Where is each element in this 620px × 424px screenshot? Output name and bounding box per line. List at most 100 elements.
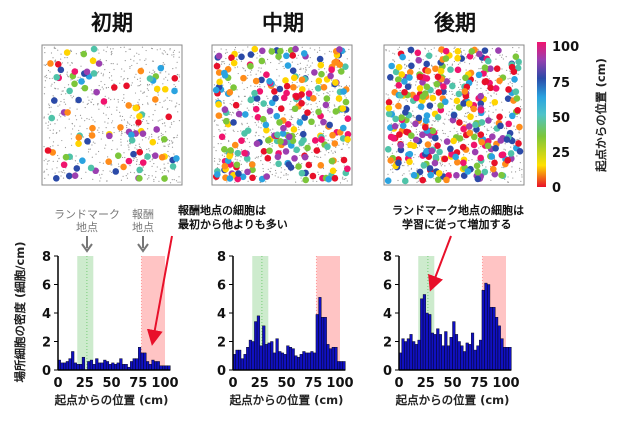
cell-dot xyxy=(97,104,99,106)
cell-dot xyxy=(107,117,109,120)
cell-dot xyxy=(301,180,303,182)
place-cell xyxy=(228,54,235,62)
cell-dot xyxy=(133,124,135,126)
cell-dot xyxy=(518,47,520,49)
cell-dot xyxy=(229,113,231,115)
cell-dot xyxy=(246,138,248,140)
cell-dot xyxy=(217,124,219,126)
cell-dot xyxy=(328,102,331,104)
cell-dot xyxy=(60,93,62,95)
cell-dot xyxy=(236,159,238,161)
cell-dot xyxy=(494,79,496,81)
cell-dot xyxy=(129,48,132,50)
cell-dot xyxy=(521,176,523,178)
cell-dot xyxy=(501,109,503,111)
cell-dot xyxy=(260,67,262,69)
cell-dot xyxy=(508,111,511,113)
cell-dot xyxy=(84,106,86,109)
cell-dot xyxy=(225,49,227,51)
cell-dot xyxy=(503,166,505,169)
place-cell xyxy=(305,161,313,169)
y-tick-label: 8 xyxy=(383,250,392,265)
place-cell xyxy=(344,115,352,122)
colorbar-tick: 0 xyxy=(552,181,561,196)
cell-dot xyxy=(90,101,92,103)
cell-dot xyxy=(121,119,123,121)
y-tick-label: 8 xyxy=(217,250,226,265)
place-cell xyxy=(220,69,228,77)
cell-dot xyxy=(251,116,253,118)
place-cell xyxy=(125,102,132,109)
cell-dot xyxy=(430,48,432,51)
cell-dot xyxy=(100,80,102,83)
place-cell xyxy=(221,146,228,153)
cell-dot xyxy=(223,91,225,93)
cell-dot xyxy=(403,173,405,175)
place-cell xyxy=(290,74,298,82)
cell-dot xyxy=(144,59,146,62)
cell-dot xyxy=(226,51,228,53)
cell-dot xyxy=(272,128,274,130)
place-cell xyxy=(271,88,278,95)
cell-dot xyxy=(457,86,460,89)
place-cell xyxy=(284,120,292,128)
histogram-bar xyxy=(310,351,314,371)
cell-dot xyxy=(342,142,344,144)
cell-dot xyxy=(100,177,102,179)
early-note: 報酬地点の細胞は xyxy=(178,203,266,217)
place-cell xyxy=(215,101,222,108)
histogram-bar xyxy=(267,342,271,371)
y-tick-label: 2 xyxy=(383,336,392,351)
place-cell xyxy=(452,153,459,161)
cell-dot xyxy=(228,139,230,142)
place-cell xyxy=(215,112,223,119)
place-cell xyxy=(282,77,289,84)
cell-dot xyxy=(310,65,312,67)
cell-dot xyxy=(106,106,109,108)
cell-dot xyxy=(303,147,305,149)
place-cell xyxy=(299,130,307,138)
cell-dot xyxy=(151,165,153,167)
cell-dot xyxy=(416,79,418,81)
cell-dot xyxy=(145,137,147,139)
place-cell xyxy=(497,122,504,130)
cell-dot xyxy=(289,109,291,111)
histogram-bar xyxy=(283,354,287,371)
cell-dot xyxy=(77,76,79,78)
cell-dot xyxy=(464,53,466,55)
cell-dot xyxy=(240,163,243,165)
cell-dot xyxy=(164,63,166,65)
cell-dot xyxy=(504,143,506,145)
place-cell xyxy=(302,176,310,184)
cell-dot xyxy=(258,126,260,128)
place-cell xyxy=(238,53,245,61)
cell-dot xyxy=(117,99,119,101)
place-cell xyxy=(395,102,402,110)
cell-dot xyxy=(216,167,219,169)
cell-dot xyxy=(117,101,119,103)
cell-dot xyxy=(314,124,316,126)
cell-dot xyxy=(113,127,115,129)
cell-dot xyxy=(130,58,132,60)
place-cell xyxy=(422,117,430,124)
place-cell xyxy=(434,142,441,149)
cell-dot xyxy=(234,49,236,51)
cell-dot xyxy=(433,144,435,146)
place-cell xyxy=(87,164,95,172)
cell-dot xyxy=(43,171,45,173)
cell-dot xyxy=(241,122,243,125)
cell-dot xyxy=(298,85,300,87)
cell-dot xyxy=(303,129,305,131)
place-cell xyxy=(432,134,439,142)
cell-dot xyxy=(232,99,234,101)
histogram-bar xyxy=(401,338,405,371)
place-cell xyxy=(465,100,473,107)
cell-dot xyxy=(171,179,173,181)
cell-dot xyxy=(271,173,273,176)
cell-dot xyxy=(110,75,113,77)
histogram-bar xyxy=(60,362,64,371)
cell-dot xyxy=(79,125,81,127)
cell-dot xyxy=(213,84,216,86)
cell-dot xyxy=(57,105,59,107)
